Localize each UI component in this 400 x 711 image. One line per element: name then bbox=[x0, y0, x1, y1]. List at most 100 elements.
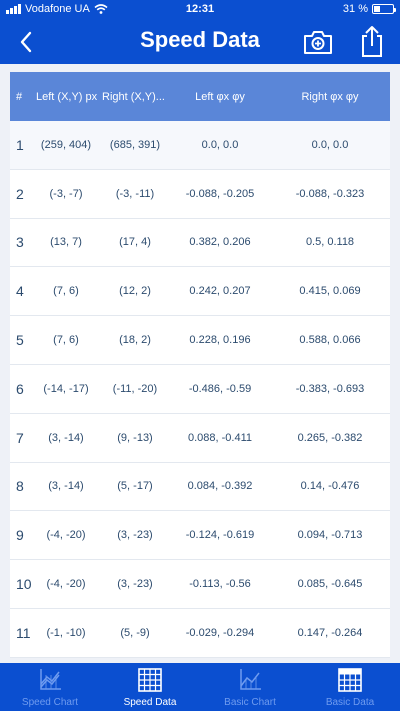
right-phi-cell: 0.14, -0.476 bbox=[300, 480, 360, 493]
row-index: 4 bbox=[16, 283, 24, 300]
table-row[interactable]: 3 (13, 7) (17, 4) 0.382, 0.206 0.5, 0.118 bbox=[10, 219, 390, 268]
right-px-cell: (18, 2) bbox=[119, 334, 151, 347]
header-right-phi: Right φx φy bbox=[301, 90, 359, 103]
right-px-cell: (5, -9) bbox=[120, 626, 150, 639]
signal-icon bbox=[6, 4, 21, 14]
table-row[interactable]: 11 (-1, -10) (5, -9) -0.029, -0.294 0.147, -… bbox=[10, 609, 390, 658]
left-px-cell: (7, 6) bbox=[53, 285, 79, 298]
row-index: 2 bbox=[16, 185, 24, 202]
left-phi-cell: 0.228, 0.196 bbox=[189, 334, 251, 347]
left-phi-cell: 0.084, -0.392 bbox=[187, 480, 253, 493]
table-row[interactable]: 7 (3, -14) (9, -13) 0.088, -0.411 0.265, -0.… bbox=[10, 414, 390, 463]
right-phi-cell: 0.085, -0.645 bbox=[297, 578, 363, 591]
row-index: 9 bbox=[16, 527, 24, 544]
wifi-icon bbox=[94, 4, 108, 14]
left-phi-cell: 0.382, 0.206 bbox=[189, 236, 251, 249]
left-phi-cell: 0.0, 0.0 bbox=[201, 138, 239, 151]
left-px-cell: (-4, -20) bbox=[46, 578, 86, 591]
line-chart-icon bbox=[40, 669, 61, 690]
right-phi-cell: 0.415, 0.069 bbox=[299, 285, 361, 298]
left-phi-cell: -0.113, -0.56 bbox=[189, 578, 251, 591]
battery-level bbox=[374, 6, 380, 12]
header-right-px: Right (X,Y)... bbox=[102, 90, 165, 103]
left-px-cell: (259, 404) bbox=[40, 138, 92, 151]
right-px-cell: (5, -17) bbox=[117, 480, 153, 493]
right-phi-cell: 0.588, 0.066 bbox=[299, 334, 361, 347]
status-time: 12:31 bbox=[185, 3, 215, 15]
tab-bar: Speed Chart Speed Data Basic Chart Basic… bbox=[0, 663, 400, 711]
right-px-cell: (3, -23) bbox=[117, 529, 153, 542]
table-body: 1 (259, 404) (685, 391) 0.0, 0.0 0.0, 0.0 2 (-… bbox=[10, 121, 390, 658]
right-phi-cell: -0.088, -0.323 bbox=[295, 187, 365, 200]
right-phi-cell: 0.0, 0.0 bbox=[311, 138, 349, 151]
camera-button[interactable] bbox=[302, 26, 334, 58]
tab-basic-data-label: Basic Data bbox=[325, 697, 375, 708]
left-px-cell: (7, 6) bbox=[53, 334, 79, 347]
left-px-cell: (13, 7) bbox=[50, 236, 82, 249]
carrier-name: Vodafone UA bbox=[25, 3, 90, 15]
share-icon bbox=[362, 26, 382, 57]
data-content: # Left (X,Y) px Right (X,Y)... Left φx φ… bbox=[0, 64, 400, 663]
grid-table-icon bbox=[338, 668, 362, 692]
left-px-cell: (3, -14) bbox=[48, 480, 84, 493]
table-header: # Left (X,Y) px Right (X,Y)... Left φx φ… bbox=[10, 72, 390, 121]
tab-speed-chart[interactable]: Speed Chart bbox=[0, 663, 100, 711]
grid-table-icon bbox=[138, 668, 162, 692]
left-px-cell: (3, -14) bbox=[48, 431, 84, 444]
tab-speed-chart-label: Speed Chart bbox=[21, 697, 79, 708]
status-left: Vodafone UA bbox=[6, 3, 108, 15]
status-bar: Vodafone UA 12:31 31 % bbox=[0, 0, 400, 20]
back-button[interactable] bbox=[12, 26, 40, 58]
table-row[interactable]: 2 (-3, -7) (-3, -11) -0.088, -0.205 -0.088, … bbox=[10, 170, 390, 219]
table-row[interactable]: 10 (-4, -20) (3, -23) -0.113, -0.56 0.085, -… bbox=[10, 560, 390, 609]
table-row[interactable]: 8 (3, -14) (5, -17) 0.084, -0.392 0.14, -0.4… bbox=[10, 463, 390, 512]
tab-basic-data[interactable]: Basic Data bbox=[300, 663, 400, 711]
right-phi-cell: 0.147, -0.264 bbox=[297, 626, 363, 639]
left-px-cell: (-14, -17) bbox=[43, 382, 89, 395]
header-index: # bbox=[16, 90, 23, 103]
status-right: 31 % bbox=[342, 3, 396, 15]
nav-bar: Speed Data bbox=[0, 20, 400, 64]
right-px-cell: (3, -23) bbox=[117, 578, 153, 591]
right-px-cell: (9, -13) bbox=[117, 431, 153, 444]
header-left-px: Left (X,Y) px bbox=[36, 90, 98, 103]
row-index: 3 bbox=[16, 234, 24, 251]
tab-speed-data[interactable]: Speed Data bbox=[100, 663, 200, 711]
speed-data-table: # Left (X,Y) px Right (X,Y)... Left φx φ… bbox=[10, 72, 390, 658]
row-index: 5 bbox=[16, 332, 24, 349]
right-phi-cell: 0.265, -0.382 bbox=[297, 431, 363, 444]
tab-basic-chart-label: Basic Chart bbox=[224, 697, 276, 708]
page-title: Speed Data bbox=[140, 27, 260, 52]
table-row[interactable]: 9 (-4, -20) (3, -23) -0.124, -0.619 0.094, -… bbox=[10, 511, 390, 561]
table-row[interactable]: 4 (7, 6) (12, 2) 0.242, 0.207 0.415, 0.069 bbox=[10, 267, 390, 317]
tab-basic-chart[interactable]: Basic Chart bbox=[200, 663, 300, 711]
row-index: 8 bbox=[16, 478, 24, 495]
right-px-cell: (-11, -20) bbox=[112, 382, 158, 395]
row-index: 11 bbox=[16, 624, 31, 641]
tab-speed-data-label: Speed Data bbox=[123, 697, 177, 708]
left-phi-cell: -0.088, -0.205 bbox=[185, 187, 255, 200]
chevron-left-icon bbox=[20, 31, 32, 53]
left-phi-cell: -0.029, -0.294 bbox=[185, 626, 255, 639]
right-px-cell: (-3, -11) bbox=[115, 187, 155, 200]
battery-percent: 31 % bbox=[342, 3, 368, 15]
table-row[interactable]: 5 (7, 6) (18, 2) 0.228, 0.196 0.588, 0.066 bbox=[10, 316, 390, 365]
right-px-cell: (685, 391) bbox=[109, 138, 161, 151]
left-phi-cell: -0.124, -0.619 bbox=[185, 529, 255, 542]
battery-icon bbox=[372, 4, 396, 14]
left-phi-cell: 0.242, 0.207 bbox=[189, 285, 251, 298]
right-phi-cell: -0.383, -0.693 bbox=[295, 382, 365, 395]
share-button[interactable] bbox=[358, 24, 386, 58]
right-phi-cell: 0.094, -0.713 bbox=[297, 529, 363, 542]
row-index: 10 bbox=[16, 576, 32, 593]
left-px-cell: (-4, -20) bbox=[46, 529, 86, 542]
camera-plus-icon bbox=[304, 31, 332, 54]
header-left-phi: Left φx φy bbox=[195, 90, 245, 103]
left-phi-cell: 0.088, -0.411 bbox=[187, 431, 252, 444]
left-phi-cell: -0.486, -0.59 bbox=[188, 382, 252, 395]
table-row[interactable]: 6 (-14, -17) (-11, -20) -0.486, -0.59 -0.383… bbox=[10, 365, 390, 414]
left-px-cell: (-3, -7) bbox=[49, 187, 83, 200]
right-phi-cell: 0.5, 0.118 bbox=[305, 236, 355, 249]
table-row[interactable]: 1 (259, 404) (685, 391) 0.0, 0.0 0.0, 0.0 bbox=[10, 121, 390, 170]
right-px-cell: (17, 4) bbox=[119, 236, 151, 249]
